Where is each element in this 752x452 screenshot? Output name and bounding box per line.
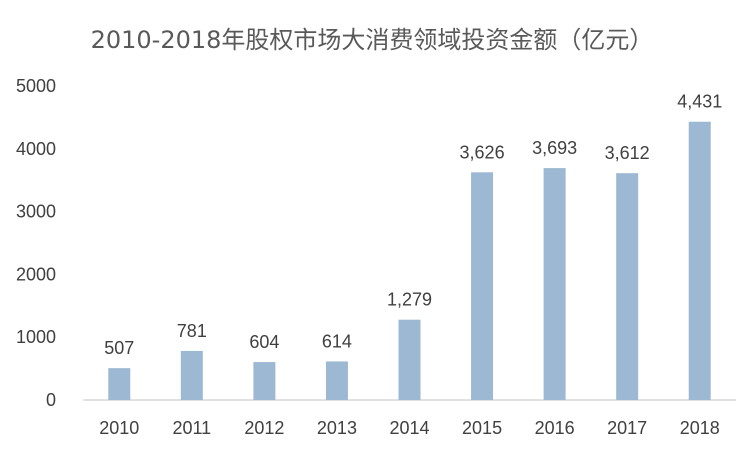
- bar-2011: [180, 350, 203, 400]
- bar-2015: [471, 172, 494, 400]
- data-label-2014: 1,279: [387, 290, 432, 310]
- data-label-2011: 781: [177, 321, 207, 341]
- x-tick-label: 2012: [244, 418, 284, 438]
- x-tick-label: 2018: [680, 418, 720, 438]
- y-tick-label: 2000: [16, 264, 56, 284]
- y-axis: 0 1000 2000 3000 4000 5000: [16, 76, 56, 410]
- data-label-2015: 3,626: [460, 142, 505, 162]
- chart-title: 2010-2018年股权市场大消费领域投资金额（亿元）: [91, 26, 654, 54]
- data-label-2013: 614: [322, 331, 352, 351]
- bars-group: [108, 121, 711, 400]
- bar-2018: [688, 121, 711, 400]
- x-tick-label: 2015: [462, 418, 502, 438]
- y-tick-label: 0: [46, 390, 56, 410]
- data-label-2016: 3,693: [532, 138, 577, 158]
- x-tick-label: 2011: [172, 418, 211, 438]
- y-tick-label: 5000: [16, 76, 56, 96]
- bar-2017: [616, 173, 639, 400]
- y-tick-label: 1000: [16, 327, 56, 347]
- x-tick-label: 2013: [317, 418, 357, 438]
- x-tick-label: 2010: [99, 418, 139, 438]
- x-tick-label: 2014: [389, 418, 429, 438]
- data-label-2018: 4,431: [677, 92, 722, 112]
- bar-2012: [253, 362, 276, 400]
- data-label-2017: 3,612: [605, 143, 650, 163]
- y-tick-label: 4000: [16, 139, 56, 159]
- bar-2010: [108, 368, 131, 400]
- bar-2014: [398, 319, 421, 400]
- y-tick-label: 3000: [16, 202, 56, 222]
- data-label-2012: 604: [249, 332, 279, 352]
- x-tick-label: 2016: [535, 418, 575, 438]
- bar-2013: [325, 361, 348, 400]
- x-axis: 2010 2011 2012 2013 2014 2015 2016 2017 2018: [99, 418, 719, 438]
- data-labels-group: 507 781 604 614 1,279 3,626 3,693 3,612 4,431: [104, 92, 722, 358]
- x-tick-label: 2017: [607, 418, 647, 438]
- bar-2016: [543, 168, 566, 400]
- data-label-2010: 507: [104, 338, 134, 358]
